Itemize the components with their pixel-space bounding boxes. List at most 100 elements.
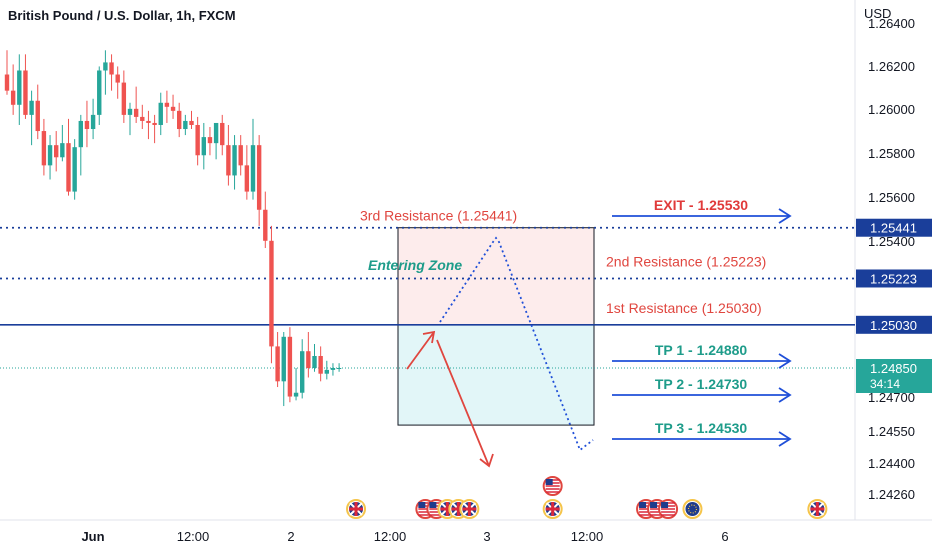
candle[interactable]	[226, 145, 231, 176]
candle[interactable]	[195, 124, 200, 156]
time-tick-label[interactable]: 3	[483, 529, 490, 544]
candle[interactable]	[121, 82, 127, 115]
candle[interactable]	[140, 116, 145, 121]
candle[interactable]	[29, 100, 34, 115]
level-badge[interactable]	[856, 269, 932, 288]
candle[interactable]	[300, 351, 305, 393]
candle[interactable]	[177, 110, 182, 130]
candles[interactable]	[4, 50, 342, 407]
candle[interactable]	[220, 122, 225, 146]
time-axis[interactable]: Jun 12:00 2 12:00 3 12:00 6	[81, 529, 728, 544]
economic-events[interactable]	[346, 476, 828, 519]
flag-cross	[354, 502, 358, 516]
time-tick-label[interactable]: Jun	[81, 529, 104, 544]
time-tick-label[interactable]: 6	[721, 529, 728, 544]
price-tick-label[interactable]: 1.25600	[868, 190, 915, 205]
candle[interactable]	[312, 356, 317, 368]
candle[interactable]	[4, 74, 10, 91]
price-tick-label[interactable]: 1.26000	[868, 102, 915, 117]
level-badge[interactable]	[856, 218, 932, 237]
resistance-levels: 3rd Resistance (1.25441) 2nd Resistance (…	[0, 208, 855, 369]
candle[interactable]	[336, 368, 342, 369]
uk-flag-icon[interactable]	[542, 499, 563, 519]
candle[interactable]	[84, 120, 90, 130]
candle[interactable]	[244, 165, 250, 192]
time-tick-label[interactable]: 12:00	[177, 529, 210, 544]
candle[interactable]	[306, 351, 311, 368]
us-flag-icon[interactable]	[658, 499, 679, 519]
current-price-badge[interactable]	[856, 359, 932, 393]
level-badge[interactable]	[856, 315, 932, 334]
candle[interactable]	[78, 120, 83, 148]
candle[interactable]	[183, 120, 188, 130]
candle[interactable]	[269, 240, 274, 347]
candle[interactable]	[146, 120, 151, 123]
candle[interactable]	[54, 145, 59, 158]
candle[interactable]	[60, 143, 65, 158]
level-badge-label[interactable]: 1.25441	[870, 221, 917, 236]
candle[interactable]	[263, 209, 268, 241]
candle[interactable]	[164, 102, 170, 107]
level-badge-label[interactable]: 1.25030	[870, 318, 917, 333]
candle[interactable]	[213, 122, 219, 144]
candle[interactable]	[90, 114, 96, 130]
current-price-label[interactable]: 1.24850	[870, 361, 917, 376]
candle[interactable]	[324, 369, 329, 374]
countdown-label[interactable]: 34:14	[870, 377, 900, 391]
time-tick-label[interactable]: 2	[287, 529, 294, 544]
candle[interactable]	[201, 137, 206, 156]
price-tick-label[interactable]: 1.25400	[868, 234, 915, 249]
candle[interactable]	[158, 102, 163, 125]
candle[interactable]	[152, 122, 157, 125]
flag-stripe	[639, 514, 654, 516]
price-tick-label[interactable]: 1.25800	[868, 146, 915, 161]
candle[interactable]	[256, 145, 262, 210]
candle[interactable]	[281, 336, 286, 382]
flag-canton	[545, 479, 553, 485]
candle[interactable]	[293, 392, 299, 397]
candle[interactable]	[41, 131, 47, 166]
uk-flag-icon[interactable]	[459, 499, 480, 519]
candle[interactable]	[207, 137, 213, 144]
flag-stripe	[418, 511, 433, 513]
price-tick-label[interactable]: 1.26200	[868, 59, 915, 74]
uk-flag-icon[interactable]	[346, 499, 367, 519]
candle[interactable]	[97, 70, 102, 115]
candle[interactable]	[72, 147, 77, 192]
flag-bg	[685, 502, 700, 516]
uk-flag-icon[interactable]	[807, 499, 828, 519]
time-tick-label[interactable]: 12:00	[374, 529, 407, 544]
candle[interactable]	[232, 145, 237, 176]
candle[interactable]	[109, 62, 114, 75]
candle[interactable]	[23, 70, 28, 115]
candle[interactable]	[10, 90, 16, 105]
eu-flag-icon[interactable]	[682, 499, 703, 519]
candle[interactable]	[133, 108, 139, 117]
candle[interactable]	[318, 356, 323, 374]
candle[interactable]	[189, 120, 194, 125]
candle[interactable]	[115, 74, 120, 83]
candle[interactable]	[47, 145, 53, 166]
candle[interactable]	[35, 100, 40, 132]
candle[interactable]	[275, 346, 280, 382]
candle[interactable]	[103, 62, 108, 71]
candle[interactable]	[330, 368, 336, 370]
price-tick-label[interactable]: 1.24260	[868, 487, 915, 502]
candle[interactable]	[66, 143, 71, 192]
candle[interactable]	[250, 145, 256, 192]
price-tick-label[interactable]: 1.26400	[868, 16, 915, 31]
candle[interactable]	[170, 106, 176, 111]
us-flag-icon[interactable]	[542, 476, 563, 496]
price-tick-label[interactable]: 1.24550	[868, 424, 915, 439]
candle[interactable]	[127, 108, 133, 115]
candle[interactable]	[238, 145, 243, 166]
time-tick-label[interactable]: 12:00	[571, 529, 604, 544]
price-tick-label[interactable]: 1.24700	[868, 390, 915, 405]
price-axis[interactable]: 1.26400 1.26200 1.26000 1.25800 1.25600 1.254…	[856, 16, 932, 502]
flag-canton	[429, 502, 437, 508]
level-badge-label[interactable]: 1.25223	[870, 271, 917, 286]
candle[interactable]	[287, 336, 293, 397]
price-tick-label[interactable]: 1.24400	[868, 456, 915, 471]
candle[interactable]	[17, 70, 22, 105]
